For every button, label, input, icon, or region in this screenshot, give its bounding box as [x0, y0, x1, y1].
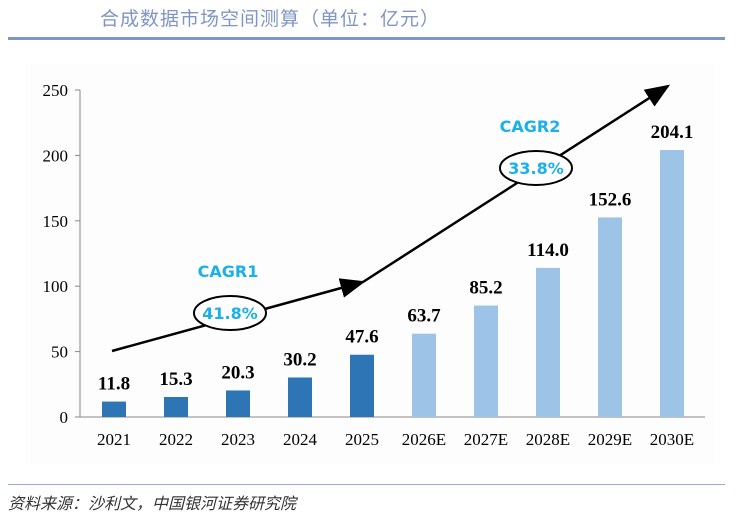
- x-tick-label: 2029E: [588, 430, 632, 449]
- y-tick-label: 200: [43, 146, 69, 165]
- cagr-label: CAGR1: [198, 262, 259, 281]
- data-label: 30.2: [283, 349, 316, 370]
- x-tick-label: 2023: [221, 430, 255, 449]
- data-label: 85.2: [469, 278, 502, 299]
- bar-2023: [226, 390, 250, 417]
- bar-2022: [164, 396, 188, 417]
- data-label: 11.8: [98, 374, 130, 395]
- x-tick-label: 2030E: [650, 430, 694, 449]
- bar-2030E: [660, 150, 684, 417]
- cagr-ellipse: [193, 295, 267, 331]
- data-label: 20.3: [221, 362, 254, 383]
- data-label: 114.0: [527, 240, 569, 261]
- x-tick-label: 2025: [345, 430, 379, 449]
- bar-2026E: [412, 333, 436, 417]
- data-label: 47.6: [345, 327, 378, 348]
- data-label: 63.7: [407, 306, 441, 327]
- x-tick-label: 2027E: [464, 430, 508, 449]
- x-tick-label: 2028E: [526, 430, 570, 449]
- trend-arrow-2: [362, 84, 671, 284]
- bar-2025: [350, 354, 374, 417]
- bar-2024: [288, 377, 312, 417]
- x-tick-label: 2026E: [402, 430, 446, 449]
- title-rule: [8, 37, 725, 40]
- x-tick-label: 2024: [283, 430, 318, 449]
- chart-title: 合成数据市场空间测算（单位：亿元）: [100, 8, 441, 30]
- source-note: 资料来源：沙利文，中国银河证券研究院: [8, 494, 297, 513]
- bar-2027E: [474, 305, 498, 417]
- footer-rule: [8, 484, 725, 485]
- data-label: 204.1: [651, 122, 694, 143]
- bar-2028E: [536, 267, 560, 417]
- data-label: 152.6: [589, 189, 632, 210]
- bar-2029E: [598, 217, 622, 417]
- y-tick-label: 250: [43, 81, 69, 100]
- cagr-value: 33.8%: [508, 159, 564, 178]
- y-tick-label: 50: [51, 343, 68, 362]
- y-tick-label: 100: [43, 277, 69, 296]
- cagr-label: CAGR2: [500, 117, 561, 136]
- bar-chart: 0 50 100 150 200 250 11.8 2021 15.3 2022 20.3 2023 3…: [42, 81, 705, 449]
- bar-2021: [102, 401, 126, 417]
- cagr-ellipse: [499, 150, 573, 186]
- y-tick-label: 0: [60, 408, 69, 427]
- x-tick-label: 2021: [97, 430, 131, 449]
- data-label: 15.3: [159, 369, 192, 390]
- cagr-value: 41.8%: [202, 304, 258, 323]
- x-tick-label: 2022: [159, 430, 193, 449]
- y-tick-label: 150: [43, 212, 69, 231]
